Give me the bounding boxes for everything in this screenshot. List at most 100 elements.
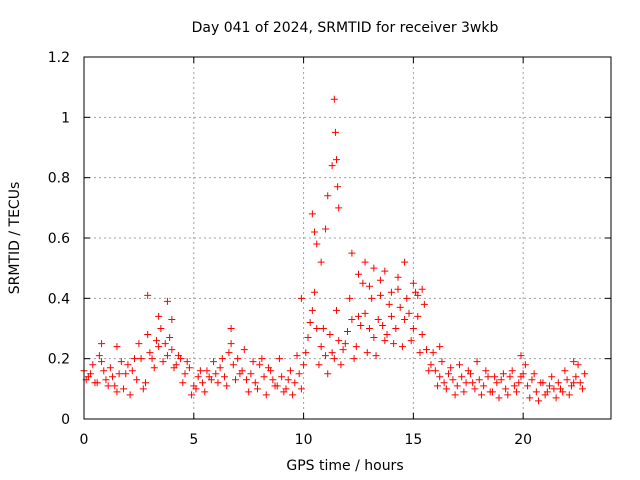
data-point <box>306 318 314 326</box>
data-point <box>166 334 174 342</box>
y-tick-label: 0.6 <box>48 231 70 247</box>
data-point <box>300 361 308 369</box>
data-point <box>168 315 176 323</box>
data-point <box>124 361 132 369</box>
data-point <box>260 373 268 381</box>
data-point <box>155 343 163 351</box>
data-point <box>334 183 342 191</box>
data-point <box>335 204 343 212</box>
data-point <box>434 382 442 390</box>
data-point <box>425 367 433 375</box>
data-point <box>495 394 503 402</box>
y-tick-label: 0 <box>61 412 70 428</box>
data-point <box>135 340 143 348</box>
data-point <box>212 370 220 378</box>
data-point <box>486 388 494 396</box>
data-point <box>126 391 134 399</box>
data-point <box>214 379 222 387</box>
data-point <box>141 379 149 387</box>
data-point <box>205 373 213 381</box>
data-point <box>247 370 255 378</box>
tick-labels: 0 5 10 15 20 0 0.2 0.4 0.6 0.8 1 1.2 <box>48 50 532 448</box>
data-point <box>131 355 139 363</box>
x-tick-label: 0 <box>80 432 89 448</box>
y-axis-label: SRMTID / TECUs <box>7 182 23 295</box>
data-point <box>104 382 112 390</box>
data-point <box>188 391 196 399</box>
data-point <box>469 379 477 387</box>
data-point <box>106 364 114 372</box>
y-tick-label: 0.2 <box>48 352 70 368</box>
grid-lines <box>84 57 611 419</box>
data-point <box>376 276 384 284</box>
data-point <box>350 355 358 363</box>
data-point <box>311 288 319 296</box>
data-point <box>128 367 136 375</box>
data-point <box>289 391 297 399</box>
data-point <box>185 364 193 372</box>
data-point <box>179 379 187 387</box>
data-point <box>333 306 341 314</box>
data-point <box>510 382 518 390</box>
data-point <box>423 346 431 354</box>
data-point <box>168 346 176 354</box>
data-point <box>262 391 270 399</box>
data-point <box>144 331 152 339</box>
data-point <box>278 373 286 381</box>
data-point <box>229 361 237 369</box>
data-point <box>526 394 534 402</box>
data-point <box>267 367 275 375</box>
data-point <box>561 367 569 375</box>
data-point <box>91 379 99 387</box>
data-point <box>372 352 380 360</box>
data-point <box>144 291 152 299</box>
data-point <box>232 376 240 384</box>
data-point <box>517 373 525 381</box>
data-point <box>322 352 330 360</box>
data-point <box>315 361 323 369</box>
x-tick-label: 10 <box>295 432 313 448</box>
data-point <box>346 294 354 302</box>
data-point <box>401 315 409 323</box>
data-point <box>535 397 543 405</box>
data-point <box>302 349 310 357</box>
data-point <box>210 358 218 366</box>
data-point <box>352 343 360 351</box>
data-point <box>578 385 586 393</box>
data-point <box>348 249 356 257</box>
data-point <box>271 382 279 390</box>
data-point <box>275 355 283 363</box>
data-point <box>445 370 453 378</box>
data-point <box>436 373 444 381</box>
data-point <box>196 367 204 375</box>
data-point <box>335 337 343 345</box>
data-point <box>464 367 472 375</box>
chart-title: Day 041 of 2024, SRMTID for receiver 3wk… <box>192 20 499 36</box>
data-point <box>354 312 362 320</box>
data-point <box>242 376 250 384</box>
data-point <box>394 273 402 281</box>
data-point <box>427 361 435 369</box>
data-point <box>363 349 371 357</box>
data-point <box>133 376 141 384</box>
y-tick-label: 1 <box>61 110 70 126</box>
data-point <box>552 394 560 402</box>
data-point <box>401 258 409 266</box>
data-point <box>337 361 345 369</box>
data-point <box>115 370 123 378</box>
data-point <box>543 388 551 396</box>
data-point <box>409 325 417 332</box>
x-tick-label: 5 <box>189 432 198 448</box>
data-point <box>330 95 338 103</box>
data-point <box>240 346 248 354</box>
data-point <box>491 373 499 381</box>
data-point <box>499 370 507 378</box>
data-point <box>442 385 450 393</box>
data-point <box>385 300 393 308</box>
data-point <box>227 340 235 348</box>
data-point <box>376 291 384 299</box>
data-series <box>80 95 589 405</box>
data-point <box>102 376 110 384</box>
